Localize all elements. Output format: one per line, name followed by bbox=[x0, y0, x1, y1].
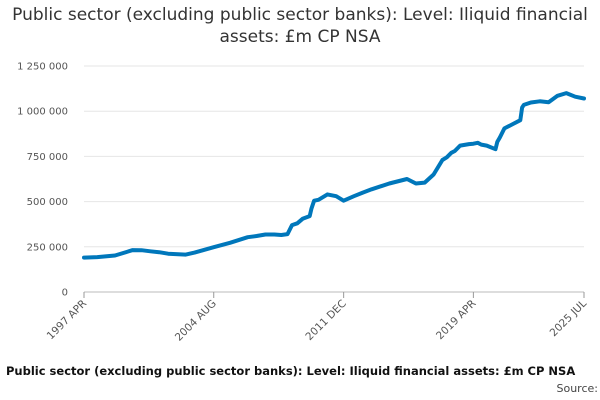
y-tick-label: 250 000 bbox=[27, 242, 68, 253]
series-layer bbox=[82, 91, 586, 260]
x-tick-label: 2025 JUL bbox=[548, 298, 590, 340]
x-axis: 1997 APR 2004 AUG 2011 DEC 2019 APR 2025 JUL bbox=[45, 292, 590, 344]
y-tick-label: 0 bbox=[62, 288, 68, 299]
x-tick-label: 2011 DEC bbox=[303, 298, 348, 343]
x-tick-label: 1997 APR bbox=[45, 298, 89, 342]
y-tick-label: 1 000 000 bbox=[17, 107, 68, 118]
chart-title: Public sector (excluding public sector b… bbox=[12, 5, 588, 47]
footer-source: Source: bbox=[556, 382, 599, 395]
y-tick-label: 1 250 000 bbox=[17, 62, 68, 73]
footer-caption: Public sector (excluding public sector b… bbox=[6, 364, 576, 378]
y-axis: 0 250 000 500 000 750 000 1 000 000 1 250 000 bbox=[17, 62, 68, 299]
x-tick-label: 2004 AUG bbox=[173, 298, 219, 344]
x-tick-label: 2019 APR bbox=[434, 298, 478, 342]
series-line bbox=[82, 91, 586, 260]
gridlines bbox=[84, 65, 584, 293]
y-tick-label: 750 000 bbox=[27, 152, 68, 163]
y-tick-label: 500 000 bbox=[27, 197, 68, 208]
